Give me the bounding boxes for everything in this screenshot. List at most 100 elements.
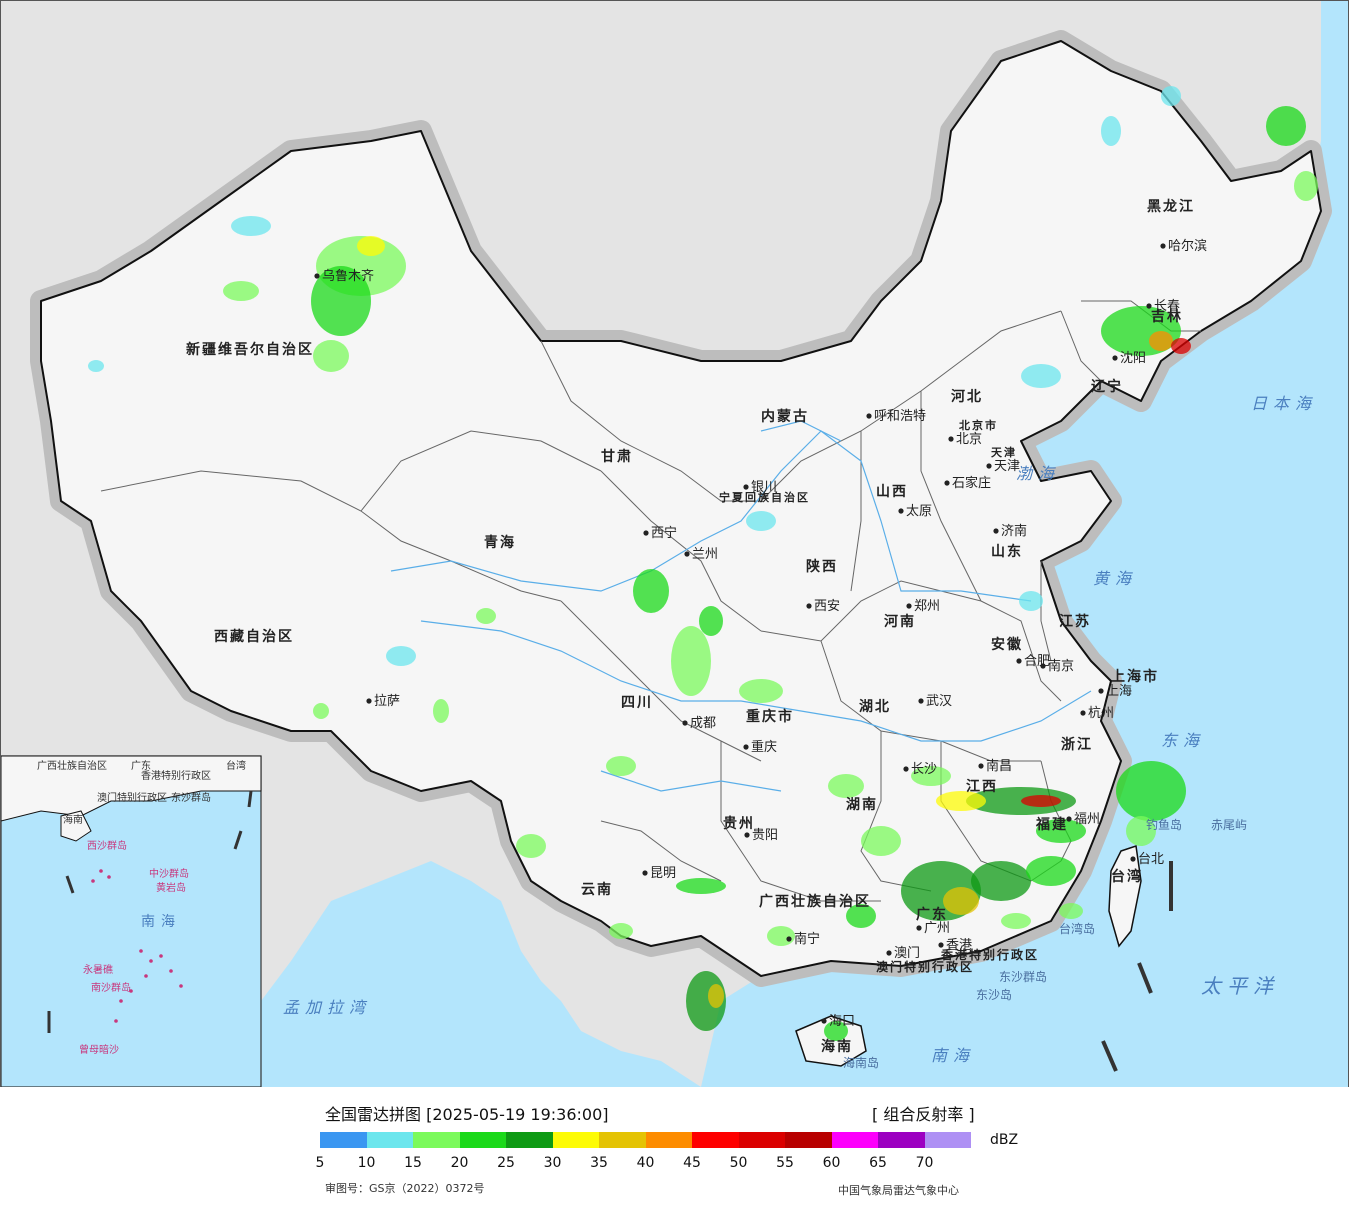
label-taiwandao: 台湾岛 xyxy=(1059,921,1095,936)
radar-echo xyxy=(1161,86,1181,106)
radar-echo xyxy=(1026,856,1076,886)
legend-swatch xyxy=(645,1132,692,1148)
legend-colorbar xyxy=(320,1132,971,1148)
city-label: 南昌 xyxy=(986,758,1012,774)
city-dot xyxy=(898,508,904,514)
legend-swatch xyxy=(552,1132,599,1148)
city-marker: 济南 xyxy=(993,523,1027,539)
city-marker: 天津 xyxy=(986,459,1020,474)
city-dot xyxy=(1160,243,1166,249)
inset-label-taiwan: 台湾 xyxy=(226,759,246,772)
city-dot xyxy=(886,950,892,956)
radar-map: 新疆维吾尔自治区 西藏自治区 青海 甘肃 内蒙古 四川 云南 黑龙江 吉林 辽宁… xyxy=(0,0,1349,1088)
city-label: 合肥 xyxy=(1024,654,1050,669)
inset-label-dongsha: 东沙群岛 xyxy=(171,791,211,804)
city-label: 西宁 xyxy=(651,525,677,541)
city-marker: 重庆 xyxy=(743,739,777,755)
inset-label-huangyan: 黄岩岛 xyxy=(156,881,186,894)
radar-echo xyxy=(633,569,669,613)
legend-tick: 35 xyxy=(590,1155,608,1171)
city-label: 银川 xyxy=(751,480,777,495)
city-label: 武汉 xyxy=(926,694,952,709)
radar-echo xyxy=(311,266,371,336)
legend-tick: 45 xyxy=(683,1155,701,1171)
legend-swatch xyxy=(924,1132,971,1148)
city-marker: 西宁 xyxy=(643,525,677,541)
label-chongqing: 重庆市 xyxy=(746,708,794,725)
city-label: 北京 xyxy=(956,432,982,447)
label-gansu: 甘肃 xyxy=(601,448,633,465)
radar-echo xyxy=(1126,816,1156,846)
radar-echo xyxy=(313,703,329,719)
city-marker: 西安 xyxy=(806,599,840,614)
city-marker: 广州 xyxy=(916,921,950,936)
radar-echo xyxy=(231,216,271,236)
city-label: 重庆 xyxy=(751,739,777,755)
city-marker: 太原 xyxy=(898,504,932,519)
legend-swatch xyxy=(878,1132,925,1148)
radar-echo xyxy=(476,608,496,624)
city-marker: 石家庄 xyxy=(944,475,991,491)
bay-of-bengal-area xyxy=(231,861,701,1087)
city-dot xyxy=(366,698,372,704)
radar-echo xyxy=(1294,171,1318,201)
city-dot xyxy=(993,528,999,534)
legend-swatch xyxy=(785,1132,832,1148)
city-label: 石家庄 xyxy=(952,475,991,491)
label-dongshadao: 东沙岛 xyxy=(976,987,1012,1002)
city-dot xyxy=(786,936,792,942)
radar-echo xyxy=(1171,338,1191,354)
label-mengjialawan: 孟加拉湾 xyxy=(283,998,371,1017)
city-dot xyxy=(948,436,954,442)
radar-echo xyxy=(943,887,979,915)
inset-label-nanhai: 南海 xyxy=(141,914,181,930)
city-dot xyxy=(821,1018,827,1024)
city-label: 太原 xyxy=(906,504,932,519)
city-label: 长春 xyxy=(1154,299,1180,314)
city-marker: 银川 xyxy=(743,480,777,495)
city-marker: 长春 xyxy=(1146,299,1180,314)
radar-echo xyxy=(1021,364,1061,388)
label-hebei: 河北 xyxy=(951,388,983,405)
city-dot xyxy=(1066,816,1072,822)
label-hongkong-sar: 香港特别行政区 xyxy=(940,947,1039,962)
label-guangxi: 广西壮族自治区 xyxy=(759,893,871,910)
city-dot xyxy=(944,480,950,486)
city-label: 福州 xyxy=(1074,812,1100,827)
radar-echoes xyxy=(88,86,1318,1041)
city-label: 香港 xyxy=(946,938,972,953)
city-dot xyxy=(642,870,648,876)
inset-label-nansha: 南沙群岛 xyxy=(91,981,131,994)
label-diaoyudao: 钓鱼岛 xyxy=(1146,817,1182,832)
radar-echo xyxy=(971,861,1031,901)
taiwan-island xyxy=(1108,845,1142,948)
city-label: 南宁 xyxy=(794,931,820,947)
legend-tick: 15 xyxy=(404,1155,422,1171)
city-marker: 香港 xyxy=(938,938,972,953)
city-label: 昆明 xyxy=(650,866,676,881)
city-label: 拉萨 xyxy=(374,694,400,709)
city-dot xyxy=(643,530,649,536)
radar-echo xyxy=(1059,903,1083,919)
province-boundaries xyxy=(100,300,1201,902)
label-hainandao: 海南岛 xyxy=(843,1055,879,1070)
legend-tick: 50 xyxy=(729,1155,748,1171)
city-label: 济南 xyxy=(1001,523,1027,539)
inset-label-hainan: 海南 xyxy=(63,813,83,826)
inset-map: 广西壮族自治区 广东 澳门特别行政区 香港特别行政区 台湾 东沙群岛 海南 西沙… xyxy=(1,755,262,1087)
inset-label-zhongsha: 中沙群岛 xyxy=(149,867,189,880)
radar-echo xyxy=(828,774,864,798)
label-liaoning: 辽宁 xyxy=(1091,378,1123,395)
inset-label-hongkong: 香港特别行政区 xyxy=(141,769,211,782)
inset-label-yongshu: 永暑礁 xyxy=(83,963,113,976)
city-label: 哈尔滨 xyxy=(1168,238,1207,254)
legend-swatch xyxy=(413,1132,460,1148)
city-dot xyxy=(1146,303,1152,309)
label-chiweiyu: 赤尾屿 xyxy=(1211,818,1247,832)
radar-echo xyxy=(767,926,795,946)
label-guizhou: 贵州 xyxy=(723,815,755,832)
label-shanxi: 山西 xyxy=(876,484,908,500)
hainan-island xyxy=(795,1015,867,1067)
city-dot xyxy=(938,942,944,948)
city-marker: 长沙 xyxy=(903,762,937,777)
